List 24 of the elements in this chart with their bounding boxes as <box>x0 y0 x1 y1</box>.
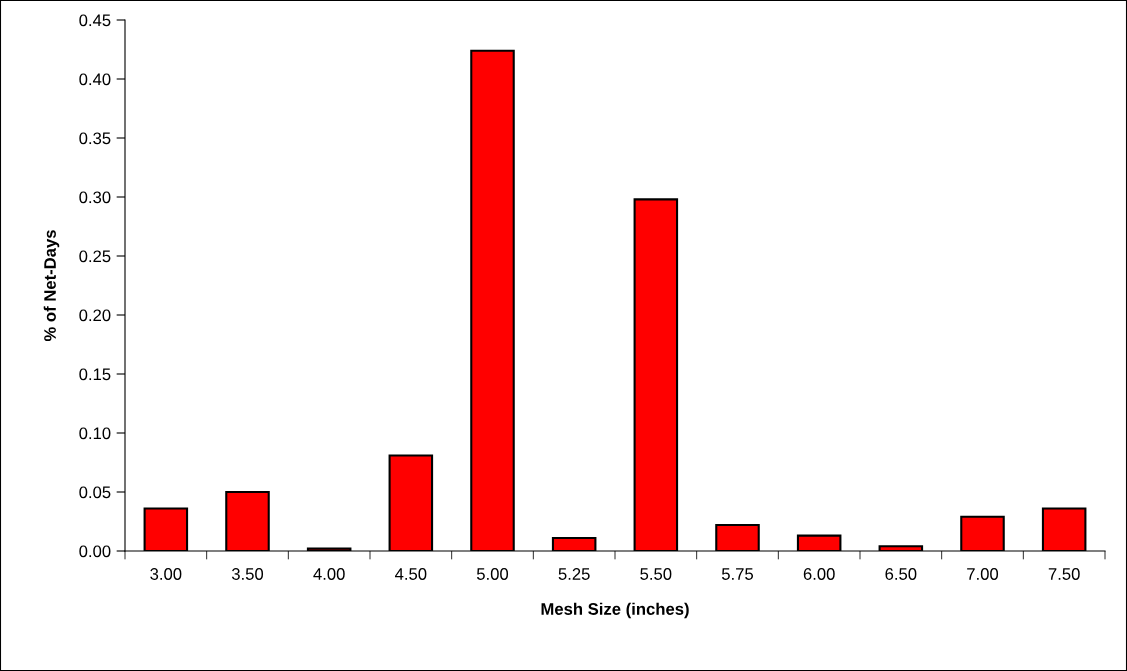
x-tick-label: 6.00 <box>803 568 835 580</box>
x-tick-label: 3.50 <box>231 568 264 580</box>
x-tick-label: 7.50 <box>1048 568 1080 580</box>
x-axis-title: Mesh Size (inches) <box>541 602 689 619</box>
y-tick-label: 0.20 <box>79 309 111 322</box>
y-tick-label: 0.15 <box>79 368 111 381</box>
y-tick-label: 0.05 <box>79 486 111 499</box>
x-tick-label: 6.50 <box>885 568 917 580</box>
x-tick-label: 5.00 <box>476 568 509 580</box>
y-axis-title: % of Net-Days <box>43 230 60 342</box>
x-tick-label: 5.25 <box>558 568 590 580</box>
y-tick-label: 0.25 <box>79 250 111 263</box>
y-tick-label: 0.10 <box>79 427 111 440</box>
y-tick-label: 0.35 <box>79 132 111 145</box>
y-tick-label: 0.45 <box>79 14 111 27</box>
x-tick-label: 4.50 <box>395 568 427 580</box>
x-tick-label: 5.50 <box>640 568 672 580</box>
x-tick-label: 7.00 <box>967 568 999 580</box>
y-tick-label: 0.40 <box>79 73 111 86</box>
x-tick-label: 5.75 <box>721 568 754 580</box>
x-tick-label: 4.00 <box>313 568 345 580</box>
y-tick-label: 0.30 <box>79 191 111 204</box>
x-tick-label: 3.00 <box>150 568 182 580</box>
y-tick-label: 0.00 <box>79 545 111 558</box>
